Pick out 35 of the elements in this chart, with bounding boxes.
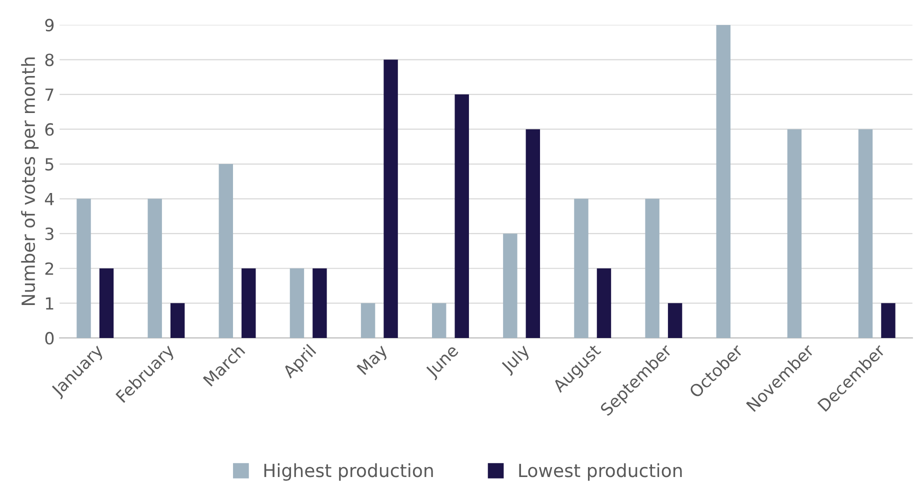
bar: [645, 198, 660, 338]
bar: [574, 198, 588, 338]
bar: [716, 24, 730, 338]
bar: [503, 234, 518, 338]
y-tick-label: 8: [45, 54, 54, 66]
bar: [668, 303, 682, 338]
bar: [148, 198, 162, 338]
y-tick-label: 6: [45, 123, 54, 136]
y-tick-label: 0: [45, 332, 54, 345]
bar: [99, 268, 114, 338]
y-axis-title: Number of votes per month: [21, 58, 39, 306]
bar: [76, 198, 91, 338]
y-tick-label: 7: [46, 88, 54, 101]
bar: [218, 164, 234, 338]
bar: [881, 303, 896, 338]
bar: [526, 129, 540, 338]
bar: [787, 129, 802, 338]
y-tick-label: 5: [45, 158, 54, 171]
legend-label: Highest production: [264, 463, 433, 481]
bar: [312, 268, 327, 338]
bar: [290, 268, 304, 338]
bar: [384, 60, 398, 338]
y-tick-label: 4: [44, 192, 54, 206]
bar: [170, 303, 185, 338]
bar: [432, 303, 446, 338]
bar: [360, 303, 376, 338]
y-tick-label: 1: [46, 297, 54, 310]
bar: [242, 268, 256, 338]
bar: [858, 129, 873, 338]
bar: [454, 94, 469, 338]
y-tick-label: 2: [45, 262, 54, 275]
legend-label: Lowest production: [519, 463, 682, 481]
y-tick-label: 9: [45, 18, 54, 32]
bar: [596, 268, 612, 338]
y-tick-label: 3: [45, 228, 54, 240]
